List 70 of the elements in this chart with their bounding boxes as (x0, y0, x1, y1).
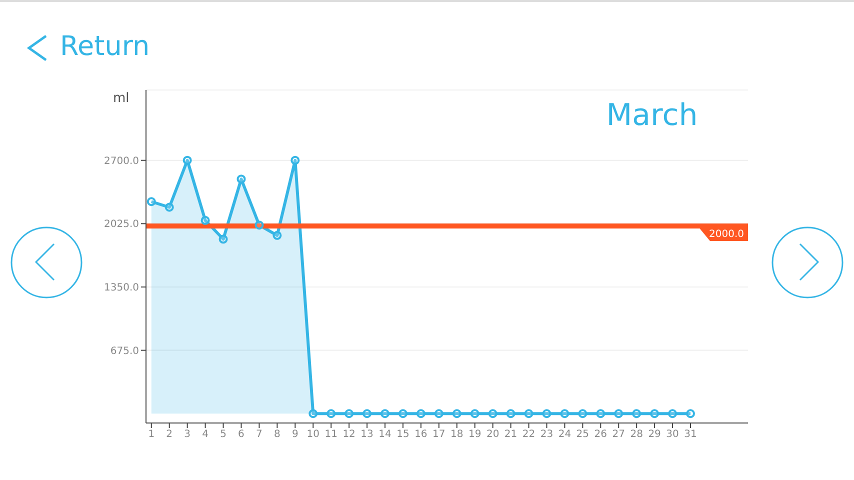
x-tick-label: 17 (432, 429, 446, 440)
point (344, 409, 354, 418)
ref-line-label: 2000.0 (709, 229, 744, 240)
point (524, 409, 534, 418)
point (596, 409, 606, 418)
x-tick-label: 2 (166, 429, 173, 440)
x-tick-label: 25 (576, 429, 590, 440)
x-tick-label: 18 (450, 429, 464, 440)
y-tick-label: 675.0 (110, 346, 139, 357)
x-tick-label: 16 (414, 429, 428, 440)
x-tick-label: 10 (306, 429, 320, 440)
x-tick-label: 19 (468, 429, 482, 440)
point (488, 409, 498, 418)
point (614, 409, 624, 418)
x-tick-label: 3 (184, 429, 191, 440)
x-tick-label: 13 (360, 429, 374, 440)
x-tick-label: 6 (238, 429, 244, 440)
y-tick-label: 2025.0 (104, 219, 139, 230)
point (164, 202, 174, 212)
point (650, 409, 660, 418)
point (290, 156, 300, 165)
x-tick-label: 22 (522, 429, 536, 440)
x-tick-label: 27 (612, 429, 625, 440)
point (578, 409, 588, 418)
x-tick-label: 8 (274, 429, 280, 440)
x-tick-label: 14 (378, 429, 392, 440)
x-tick-label: 23 (540, 429, 554, 440)
point (272, 230, 282, 240)
point (308, 409, 318, 418)
x-tick-label: 4 (202, 429, 208, 440)
x-tick-label: 7 (256, 429, 262, 440)
point (398, 409, 408, 418)
point (470, 409, 480, 418)
x-tick-label: 31 (684, 429, 697, 440)
x-tick-label: 5 (220, 429, 226, 440)
x-tick-label: 28 (630, 429, 643, 440)
point (362, 409, 372, 418)
x-tick-label: 21 (504, 429, 518, 440)
point (146, 197, 156, 206)
x-tick-label: 26 (594, 429, 608, 440)
point (686, 409, 695, 418)
point (200, 216, 210, 225)
x-tick-label: 15 (396, 429, 410, 440)
point (560, 409, 570, 418)
y-tick-label: 2700.0 (104, 156, 139, 167)
x-tick-label: 1 (148, 429, 155, 440)
point (254, 220, 264, 230)
x-tick-label: 29 (648, 429, 661, 440)
y-tick-label: 1350.0 (104, 282, 139, 294)
chart-title: March (606, 98, 698, 133)
x-tick-label: 24 (558, 429, 572, 440)
point (380, 409, 390, 418)
point (236, 174, 246, 184)
point (452, 409, 462, 418)
x-tick-label: 11 (324, 429, 338, 440)
point (506, 409, 516, 418)
point (326, 409, 336, 418)
x-tick-label: 12 (342, 429, 356, 440)
point (416, 409, 426, 418)
point (182, 156, 192, 165)
x-tick-label: 30 (666, 429, 679, 440)
point (632, 409, 642, 418)
point (434, 409, 444, 418)
x-tick-label: 20 (486, 429, 500, 440)
y-axis-title: ml (113, 91, 130, 106)
point (668, 409, 678, 418)
point (218, 234, 228, 244)
text: Return (60, 31, 150, 62)
x-tick-label: 9 (292, 429, 298, 440)
point (542, 409, 552, 418)
